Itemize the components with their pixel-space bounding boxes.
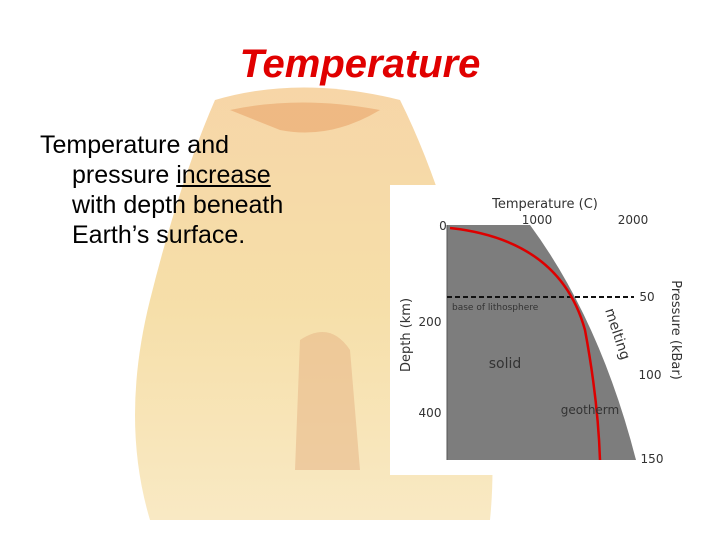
- tick-label: 50: [639, 290, 654, 304]
- tick-label: 400: [419, 406, 442, 420]
- body-line: Earth’s surface.: [72, 221, 246, 249]
- crater: [230, 102, 380, 133]
- tick-label: 100: [639, 368, 662, 382]
- title: Temperature: [239, 42, 481, 86]
- axis-label: Depth (km): [399, 298, 414, 372]
- solid-region: [447, 225, 636, 460]
- body-emphasis: increase: [176, 161, 271, 189]
- annotation: base of lithosphere: [452, 303, 539, 313]
- tick-label: 200: [419, 315, 442, 329]
- body-line: Temperature and: [40, 131, 230, 159]
- axis-label: Temperature (C): [491, 197, 598, 212]
- body-line: pressure increase: [40, 160, 283, 190]
- tick-label: 2000: [618, 213, 649, 227]
- body-word: pressure: [72, 161, 170, 189]
- rock: [295, 332, 360, 470]
- tick-label: 1000: [522, 213, 553, 227]
- axis-label: Pressure (kBar): [668, 280, 683, 380]
- annotation: geotherm: [561, 403, 619, 417]
- geotherm-curve: [449, 226, 602, 461]
- body-text: Temperature and pressure increase with d…: [40, 130, 283, 250]
- tick-label: 150: [641, 452, 664, 466]
- tick-label: 0: [439, 219, 447, 233]
- annotation: solid: [489, 356, 522, 372]
- body-line: with depth beneath: [72, 191, 284, 219]
